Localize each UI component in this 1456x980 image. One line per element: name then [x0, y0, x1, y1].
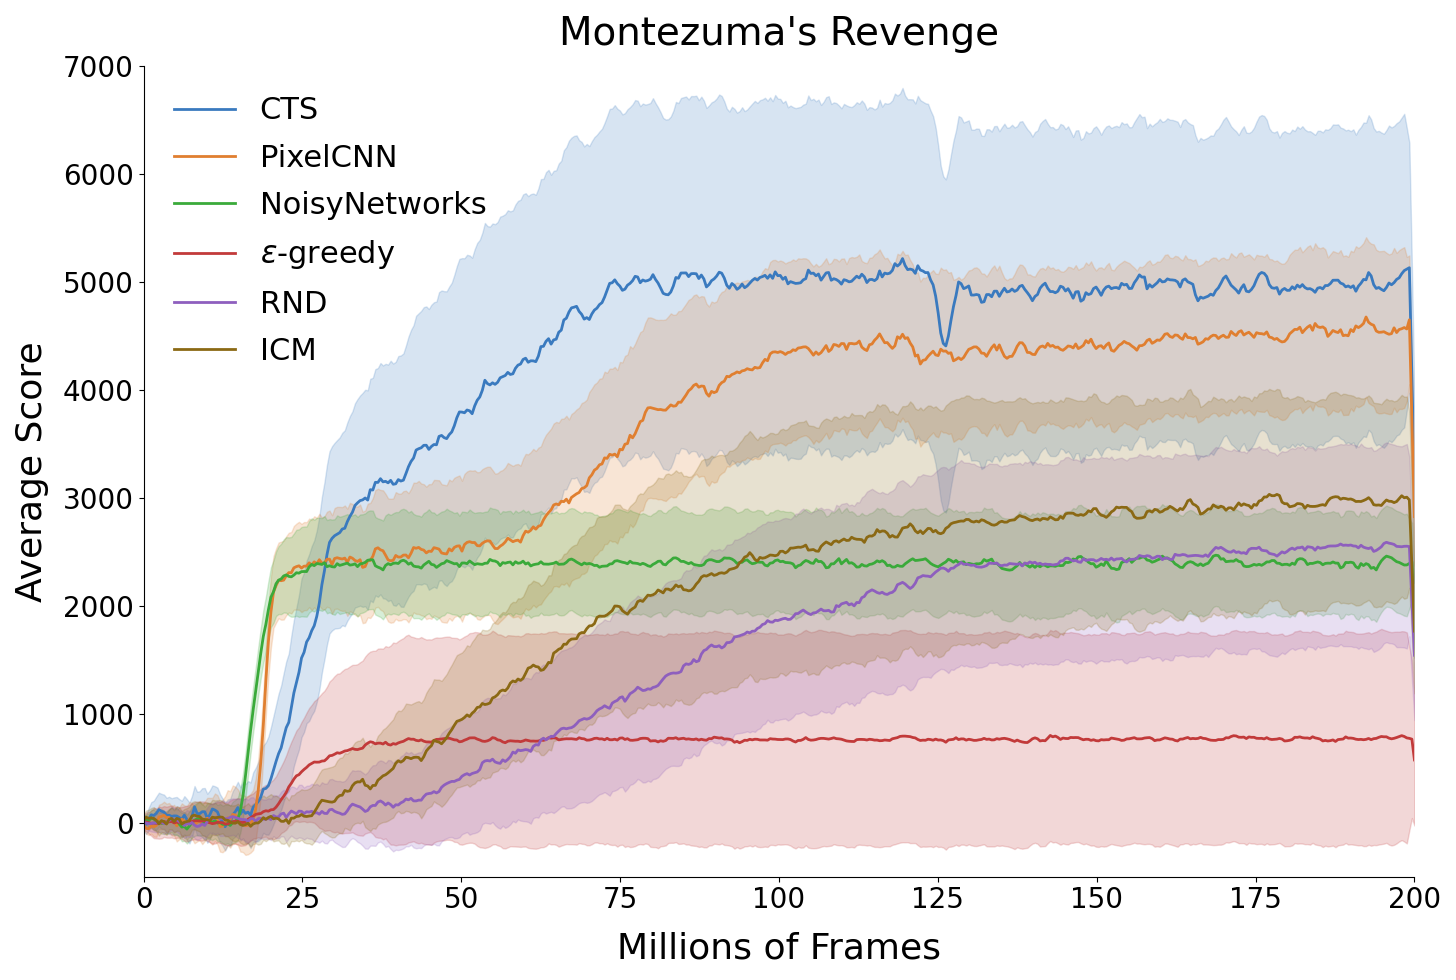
$\epsilon$-greedy	[1041, 729, 1059, 741]
ICM	[1380, 495, 1398, 507]
$\epsilon$-greedy	[135, 817, 153, 829]
PixelCNN	[135, 818, 153, 830]
NoisyNetworks	[1207, 550, 1224, 562]
CTS	[826, 272, 843, 284]
CTS	[1405, 484, 1423, 496]
NoisyNetworks	[1405, 619, 1423, 631]
NoisyNetworks	[178, 823, 195, 835]
ICM	[135, 814, 153, 826]
RND	[1179, 551, 1197, 563]
PixelCNN	[1380, 328, 1398, 340]
RND	[135, 816, 153, 828]
ICM	[242, 820, 259, 832]
NoisyNetworks	[1380, 551, 1398, 563]
Line: CTS: CTS	[144, 259, 1414, 827]
NoisyNetworks	[748, 556, 766, 567]
PixelCNN	[1179, 331, 1197, 343]
$\epsilon$-greedy	[748, 733, 766, 745]
CTS	[1380, 277, 1398, 289]
CTS	[748, 274, 766, 286]
RND	[1405, 650, 1423, 662]
NoisyNetworks	[1179, 557, 1197, 568]
PixelCNN	[826, 339, 843, 351]
PixelCNN	[894, 328, 911, 340]
CTS	[1182, 277, 1200, 289]
$\epsilon$-greedy	[1380, 732, 1398, 744]
RND	[741, 627, 759, 639]
PixelCNN	[140, 823, 157, 835]
ICM	[1405, 625, 1423, 637]
NoisyNetworks	[135, 815, 153, 827]
X-axis label: Millions of Frames: Millions of Frames	[617, 931, 941, 965]
Title: Montezuma's Revenge: Montezuma's Revenge	[559, 15, 999, 53]
CTS	[897, 260, 914, 271]
RND	[188, 820, 205, 832]
CTS	[741, 277, 759, 289]
Line: ICM: ICM	[144, 494, 1414, 826]
$\epsilon$-greedy	[741, 733, 759, 745]
$\epsilon$-greedy	[826, 732, 843, 744]
ICM	[1179, 495, 1197, 507]
Line: RND: RND	[144, 542, 1414, 826]
Y-axis label: Average Score: Average Score	[15, 341, 50, 602]
ICM	[741, 547, 759, 559]
RND	[748, 622, 766, 634]
RND	[1380, 537, 1398, 549]
ICM	[894, 522, 911, 534]
PixelCNN	[1357, 311, 1374, 322]
Line: $\epsilon$-greedy: $\epsilon$-greedy	[144, 735, 1414, 824]
ICM	[748, 555, 766, 566]
$\epsilon$-greedy	[1405, 754, 1423, 765]
ICM	[826, 536, 843, 548]
$\epsilon$-greedy	[1182, 733, 1200, 745]
RND	[1377, 536, 1395, 548]
Line: NoisyNetworks: NoisyNetworks	[144, 556, 1414, 829]
Legend: CTS, PixelCNN, NoisyNetworks, $\epsilon$-greedy, RND, ICM: CTS, PixelCNN, NoisyNetworks, $\epsilon$…	[159, 81, 502, 381]
NoisyNetworks	[894, 561, 911, 572]
CTS	[217, 821, 234, 833]
PixelCNN	[1405, 511, 1423, 522]
CTS	[894, 253, 911, 265]
ICM	[1261, 488, 1278, 500]
$\epsilon$-greedy	[217, 818, 234, 830]
RND	[826, 606, 843, 617]
RND	[894, 576, 911, 588]
PixelCNN	[741, 364, 759, 375]
CTS	[135, 817, 153, 829]
PixelCNN	[748, 363, 766, 374]
$\epsilon$-greedy	[894, 730, 911, 742]
NoisyNetworks	[741, 557, 759, 568]
NoisyNetworks	[826, 558, 843, 569]
Line: PixelCNN: PixelCNN	[144, 317, 1414, 829]
